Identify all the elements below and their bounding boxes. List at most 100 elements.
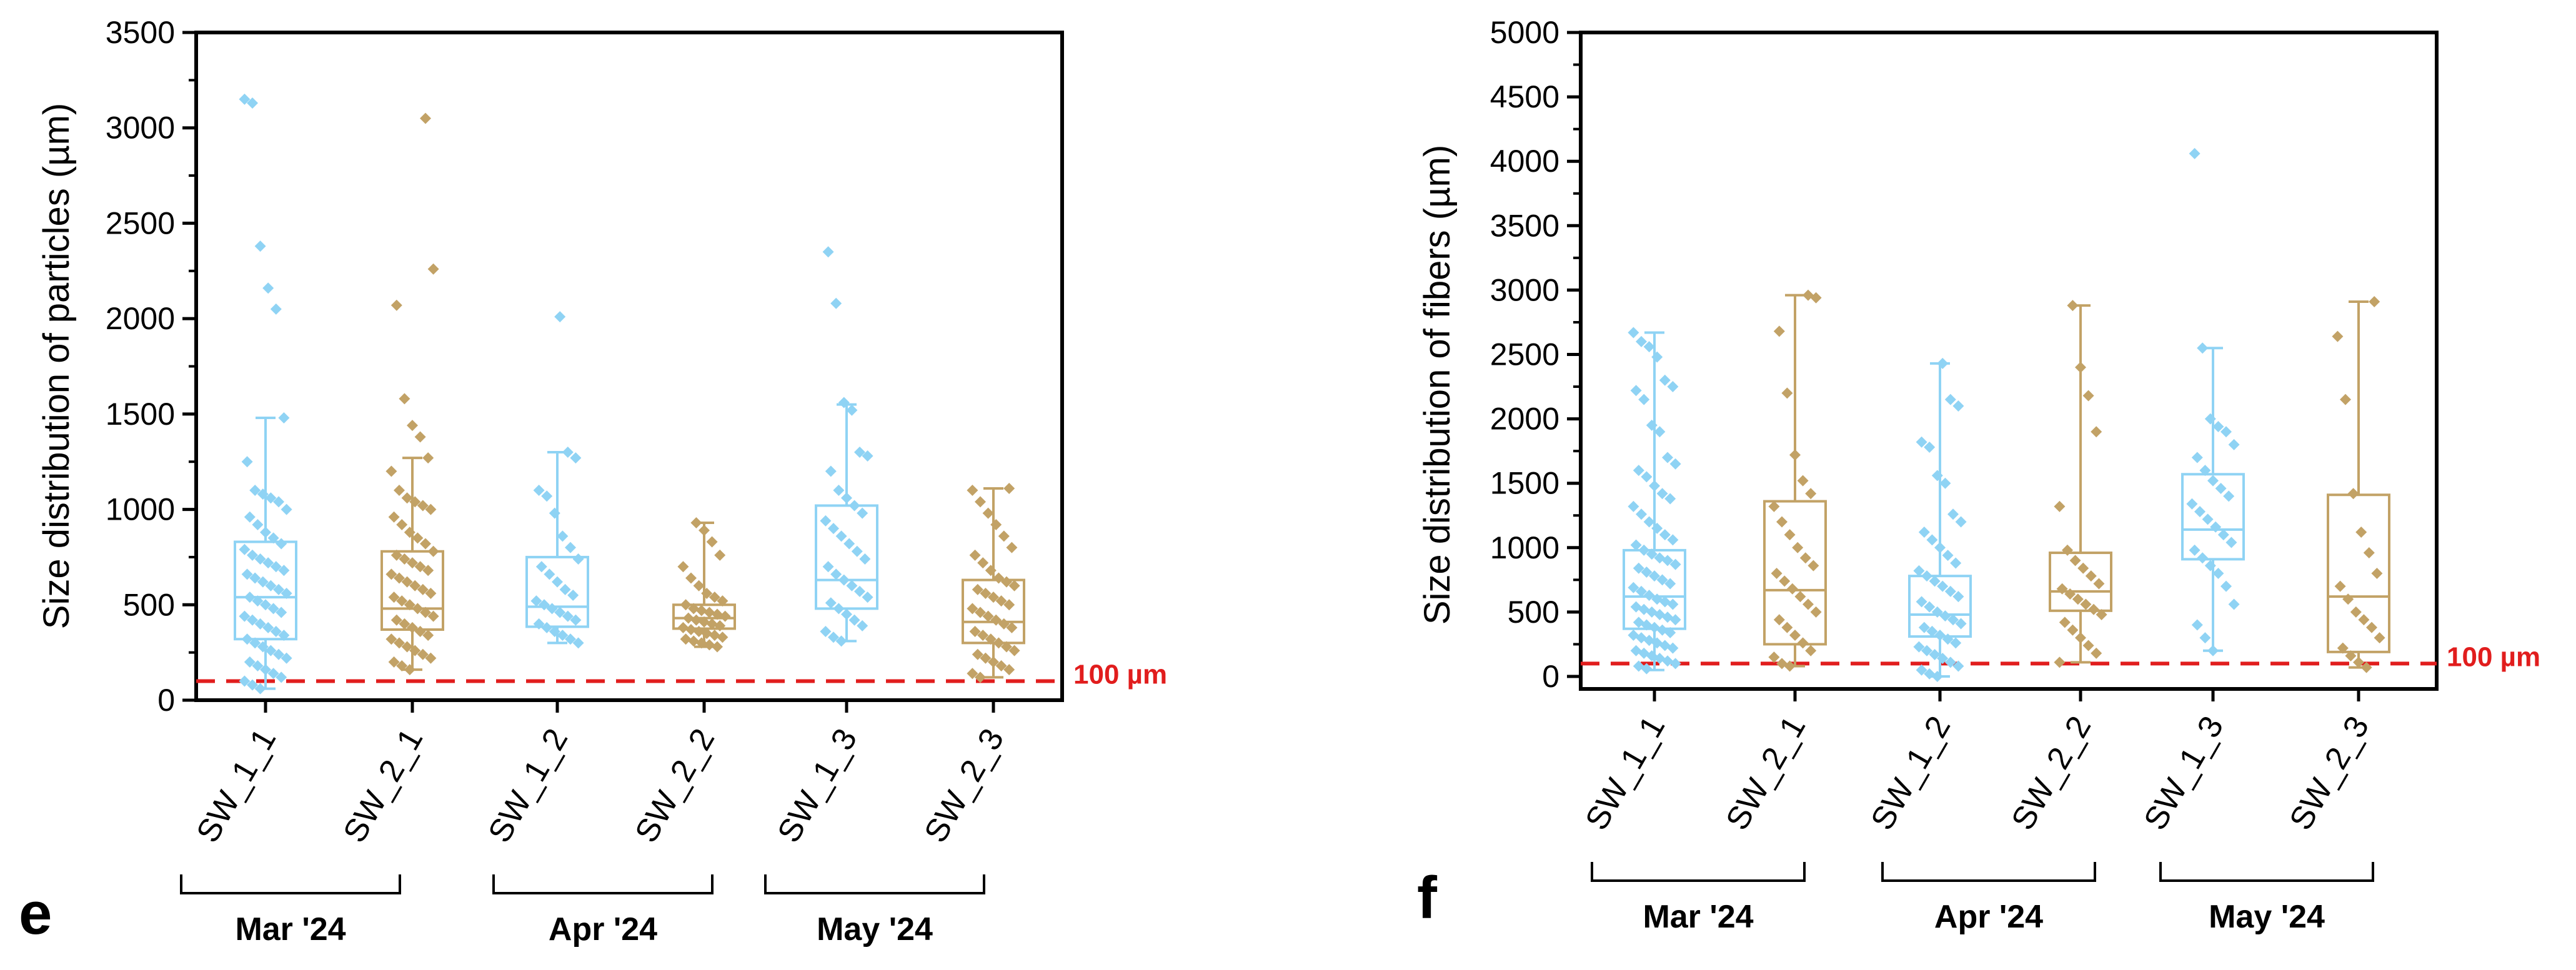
data-point (1952, 591, 1964, 603)
data-point (427, 610, 439, 622)
data-point (1955, 618, 1967, 630)
data-point (541, 490, 553, 502)
data-point (565, 542, 576, 553)
y-tick-label: 4500 (1490, 79, 1559, 114)
data-point (1654, 426, 1666, 438)
data-point (828, 523, 839, 535)
plot-frame-e (194, 31, 1064, 702)
data-point (390, 614, 402, 626)
data-point (2082, 640, 2094, 651)
x-category-label: SW_1_1 (189, 723, 283, 849)
data-point (680, 633, 692, 645)
data-point (1929, 648, 1941, 660)
x-category-label: SW_2_3 (917, 723, 1011, 849)
box (2181, 473, 2245, 561)
data-point (281, 587, 292, 599)
data-point (967, 603, 978, 615)
data-point (273, 496, 284, 508)
data-point (1921, 645, 1932, 656)
data-point (995, 660, 1007, 672)
data-point (552, 576, 563, 588)
data-point (1784, 529, 1796, 541)
data-point (843, 538, 855, 550)
data-point (407, 420, 418, 432)
group-month-label: May '24 (817, 911, 933, 948)
data-point (846, 580, 858, 591)
group-month-label: Apr '24 (549, 911, 657, 948)
data-point (247, 549, 258, 561)
data-point (714, 620, 726, 631)
data-point (1656, 574, 1668, 586)
data-point (404, 599, 415, 611)
data-point (557, 630, 569, 641)
data-point (1662, 555, 1673, 567)
boxes-e (234, 403, 1025, 690)
data-point (980, 587, 992, 599)
data-point (975, 606, 986, 618)
data-point (570, 614, 582, 626)
data-point (2091, 426, 2102, 438)
data-point (1636, 585, 1647, 597)
data-point (695, 637, 707, 649)
data-point (562, 610, 574, 622)
data-point (549, 626, 560, 638)
group-bracket (764, 874, 985, 894)
data-point (701, 628, 713, 640)
data-point (704, 639, 715, 651)
data-point (254, 240, 266, 252)
data-point (1810, 606, 1822, 618)
data-point (1916, 596, 1927, 608)
box (1763, 500, 1827, 646)
data-point (2215, 482, 2227, 494)
data-point (677, 621, 689, 633)
data-point (993, 637, 1005, 649)
data-point (273, 648, 284, 660)
data-point (2191, 452, 2203, 463)
data-point (1799, 552, 1811, 564)
x-category-label: SW_1_3 (770, 723, 864, 849)
data-point (407, 557, 418, 569)
data-point (2212, 420, 2224, 432)
data-point (399, 553, 410, 565)
data-point (241, 568, 253, 580)
points-e (239, 93, 1020, 695)
data-point (1934, 542, 1946, 553)
data-point (2056, 583, 2068, 595)
data-point (693, 626, 705, 638)
data-point (1659, 374, 1671, 386)
data-point (244, 591, 256, 603)
data-point (985, 565, 997, 577)
data-point (399, 618, 410, 630)
data-point (390, 549, 402, 561)
data-point (1651, 522, 1663, 534)
data-point (1794, 591, 1806, 603)
data-point (975, 496, 986, 508)
data-point (427, 263, 439, 275)
y-tick-label: 1000 (1490, 530, 1559, 565)
data-point (1926, 534, 1938, 546)
data-point (1944, 656, 1956, 668)
data-point (1937, 653, 1949, 665)
data-point (690, 614, 702, 626)
data-point (2369, 295, 2380, 307)
data-point (830, 297, 842, 309)
data-point (1929, 575, 1941, 587)
box (815, 504, 878, 610)
y-tick-label: 0 (1542, 659, 1559, 694)
data-point (394, 637, 405, 649)
data-point (2366, 621, 2377, 633)
data-point (1669, 458, 1681, 470)
data-point (822, 246, 834, 258)
data-point (1628, 327, 1639, 339)
data-point (1641, 663, 1653, 675)
data-point (1649, 570, 1660, 582)
data-point (2054, 500, 2066, 512)
data-point (2191, 619, 2203, 631)
data-point (848, 500, 860, 512)
data-point (554, 606, 566, 618)
data-point (2220, 426, 2232, 438)
data-point (281, 503, 292, 515)
data-point (262, 282, 274, 294)
x-category-label: SW_1_3 (2137, 710, 2230, 836)
